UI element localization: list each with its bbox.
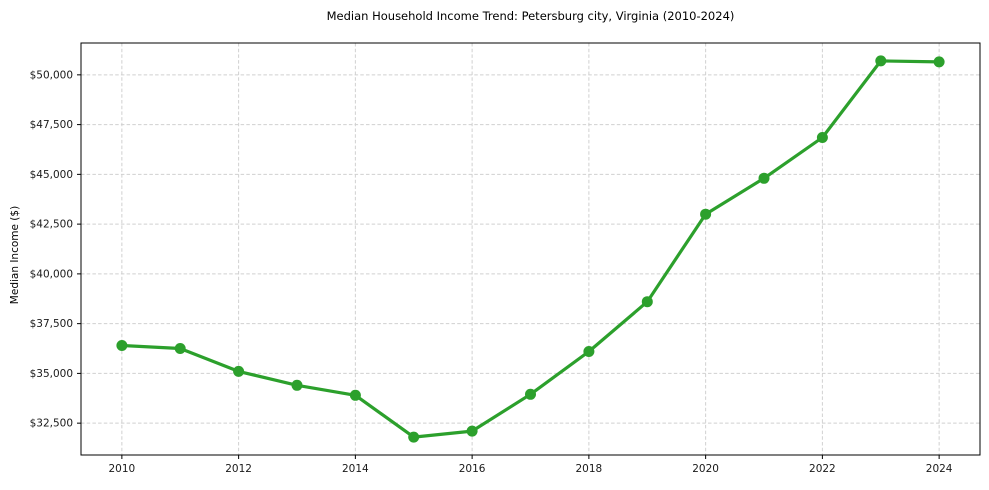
data-point	[116, 340, 128, 351]
chart-title: Median Household Income Trend: Petersbur…	[326, 9, 735, 23]
data-point	[408, 431, 420, 443]
data-point	[291, 379, 303, 391]
y-tick-label: $50,000	[30, 69, 73, 81]
data-point	[233, 365, 245, 377]
x-tick-label: 2024	[926, 463, 953, 475]
trend-line	[120, 59, 941, 439]
y-tick-label: $40,000	[30, 268, 73, 280]
data-point	[349, 389, 361, 401]
x-tick-label: 2014	[342, 463, 369, 475]
x-tick-label: 2022	[809, 463, 836, 475]
x-tick-label: 2016	[459, 463, 486, 475]
data-point	[933, 56, 945, 68]
y-tick-label: $42,500	[30, 219, 73, 231]
data-point	[466, 425, 478, 437]
data-point	[816, 132, 828, 143]
data-point	[525, 388, 536, 400]
data-point	[700, 208, 712, 220]
y-tick-label: $37,500	[30, 318, 73, 330]
data-point	[875, 55, 887, 67]
x-tick-label: 2010	[108, 463, 135, 475]
y-tick-label: $45,000	[30, 169, 73, 181]
data-point	[758, 172, 770, 184]
x-tick-label: 2020	[692, 463, 719, 475]
x-tick-label: 2018	[576, 463, 603, 475]
data-point	[641, 296, 653, 308]
plot-area-border	[80, 42, 981, 456]
y-tick-label: $32,500	[30, 418, 73, 430]
y-tick-label: $35,000	[30, 368, 73, 380]
x-tick-label: 2012	[225, 463, 252, 475]
y-tick-label: $47,500	[30, 119, 73, 131]
data-point	[583, 346, 595, 357]
data-point	[174, 343, 186, 354]
